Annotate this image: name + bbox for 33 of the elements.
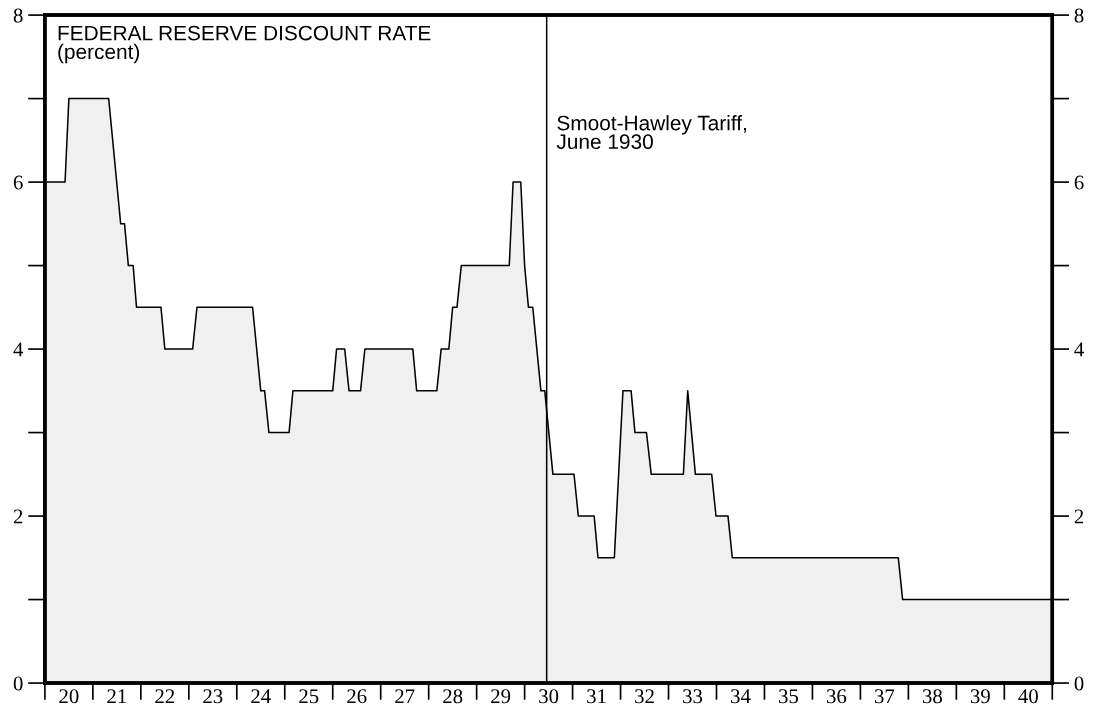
x-tick-label: 33 <box>683 689 703 704</box>
y2-tick-label: 6 <box>1074 175 1084 190</box>
y2-tick-label: 8 <box>1074 8 1084 23</box>
ref-line-label: Smoot-Hawley Tariff, June 1930 <box>556 115 746 150</box>
x-tick-label: 22 <box>155 689 175 704</box>
x-tick-label: 27 <box>395 689 415 704</box>
x-tick-label: 36 <box>827 689 847 704</box>
y2-tick-label: 4 <box>1074 342 1084 357</box>
x-tick-label: 30 <box>539 689 559 704</box>
x-tick-label: 32 <box>635 689 654 704</box>
y2-tick-label: 0 <box>1074 676 1084 691</box>
y-tick-label: 2 <box>13 509 23 524</box>
y2-tick-label: 2 <box>1074 509 1084 524</box>
y-tick-label: 4 <box>13 342 24 357</box>
y-tick-label: 6 <box>13 175 23 190</box>
x-tick-label: 34 <box>731 689 751 704</box>
x-tick-label: 28 <box>443 689 463 704</box>
x-tick-label: 38 <box>922 689 942 704</box>
x-tick-label: 35 <box>779 689 799 704</box>
x-tick-label: 39 <box>970 689 990 704</box>
x-tick-label: 20 <box>59 689 79 704</box>
x-tick-label: 26 <box>347 689 367 704</box>
y-tick-label: 0 <box>13 676 23 691</box>
x-tick-label: 31 <box>587 689 606 704</box>
x-tick-label: 40 <box>1018 689 1038 704</box>
x-tick-label: 24 <box>251 689 271 704</box>
y-tick-label: 8 <box>13 8 23 23</box>
text: FEDERAL RESERVE DISCOUNT RATE (percent) <box>58 25 431 64</box>
x-tick-label: 21 <box>107 689 127 704</box>
x-tick-label: 23 <box>203 689 223 704</box>
x-tick-label: 29 <box>491 689 511 704</box>
x-tick-label: 37 <box>874 689 895 704</box>
x-tick-label: 25 <box>299 689 319 704</box>
